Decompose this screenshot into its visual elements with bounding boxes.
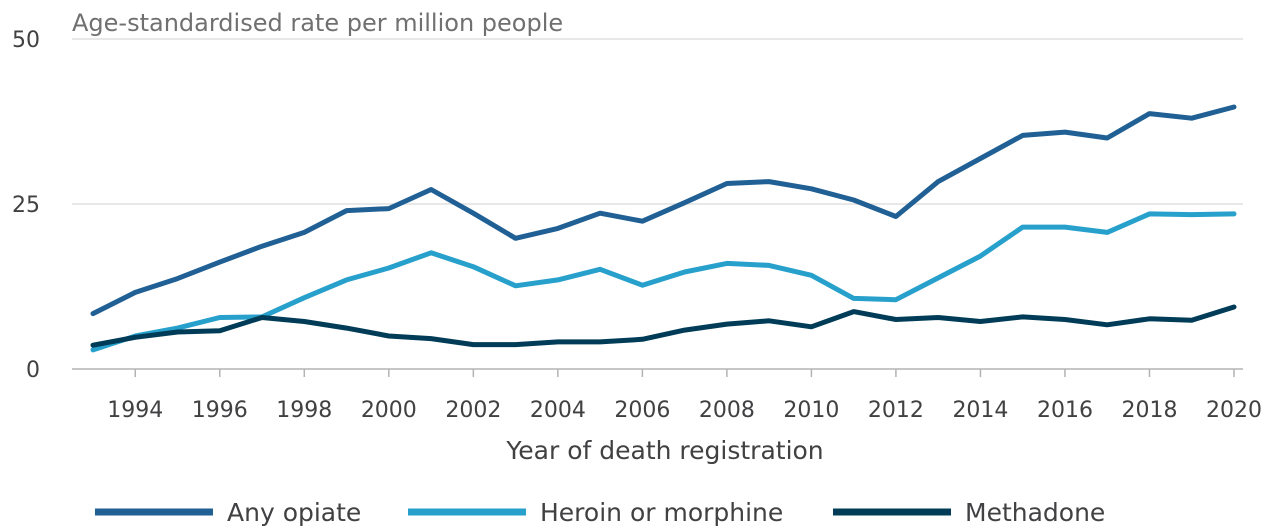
x-tick-label: 1998 (276, 398, 332, 423)
x-tick-label: 2020 (1206, 398, 1262, 423)
y-tick-label: 0 (26, 358, 40, 383)
legend-label-methadone: Methadone (965, 498, 1105, 526)
x-tick-label: 2008 (699, 398, 755, 423)
x-tick-label: 2010 (783, 398, 839, 423)
y-axis-ticks: 0 25 50 (12, 28, 40, 383)
x-tick-label: 1994 (107, 398, 163, 423)
series-line-any-opiate (90, 104, 1237, 317)
x-tick-label: 2004 (530, 398, 586, 423)
x-tick-label: 2000 (361, 398, 417, 423)
y-tick-label: 25 (12, 193, 40, 218)
x-tick-label: 2012 (868, 398, 924, 423)
series-line-methadone (90, 304, 1237, 348)
x-tick-label: 2002 (445, 398, 501, 423)
series-lines (90, 104, 1237, 353)
x-tick-label: 2016 (1037, 398, 1093, 423)
legend-label-any-opiate: Any opiate (227, 498, 361, 526)
legend-label-heroin-or-morphine: Heroin or morphine (540, 498, 783, 526)
x-tick-label: 2006 (614, 398, 670, 423)
gridlines (72, 38, 1243, 205)
y-axis-title: Age-standardised rate per million people (72, 9, 563, 37)
x-axis-title: Year of death registration (505, 436, 823, 465)
series-line-heroin-or-morphine (90, 211, 1237, 353)
x-tick-label: 1996 (192, 398, 248, 423)
x-tick-label: 2018 (1121, 398, 1177, 423)
x-tick-label: 2014 (952, 398, 1008, 423)
y-tick-label: 50 (12, 28, 40, 53)
x-axis-ticks: 1994 1996 1998 2000 2002 2004 2006 2008 2010 2012… (107, 369, 1262, 423)
legend: Any opiate Heroin or morphine Methadone (95, 498, 1105, 527)
